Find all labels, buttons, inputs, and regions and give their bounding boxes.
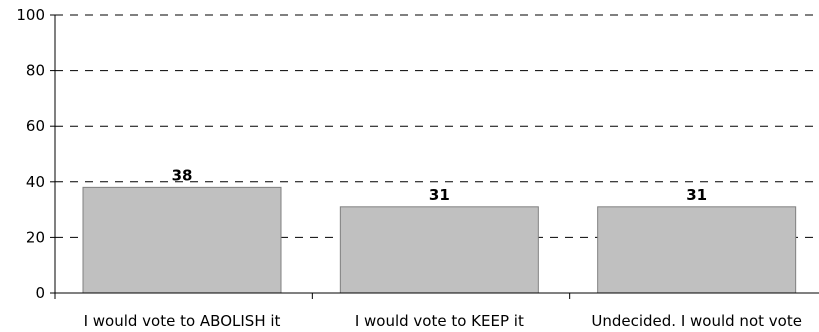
labels: 0 20 40 60 80 100 38 I would vote to ABOLISH it… — [16, 6, 802, 330]
y-tick-label: 40 — [26, 173, 45, 191]
data-label: 31 — [429, 186, 450, 204]
bar — [82, 186, 282, 294]
x-category-label: I would vote to KEEP it — [355, 312, 524, 330]
data-label: 31 — [686, 186, 707, 204]
x-category-label: Undecided. I would not vote — [591, 312, 802, 330]
bar — [597, 206, 797, 294]
data-label: 38 — [172, 166, 193, 184]
y-tick-label: 100 — [16, 6, 45, 24]
x-category-label: I would vote to ABOLISH it — [84, 312, 281, 330]
bar — [339, 206, 539, 294]
bars — [82, 186, 797, 294]
axes — [50, 14, 819, 299]
y-tick-label: 20 — [26, 228, 45, 246]
y-tick-label: 80 — [26, 62, 45, 80]
y-tick-label: 60 — [26, 117, 45, 135]
y-tick-label: 0 — [35, 284, 45, 302]
